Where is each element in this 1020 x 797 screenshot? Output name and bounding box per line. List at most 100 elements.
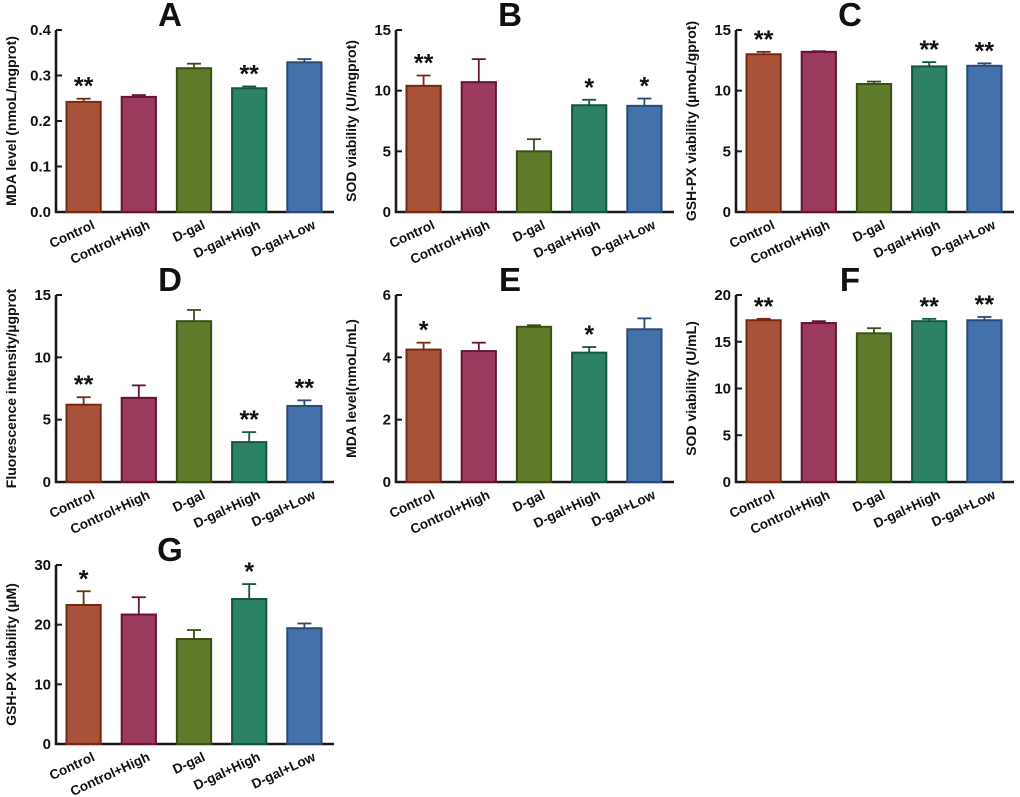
bar-Control [745, 53, 782, 214]
x-tick-label: D-gal [510, 487, 547, 515]
panel-A: A MDA level (nmoL/mgprot) 0.0 0.1 0.2 0.3 0.4 *… [0, 0, 340, 265]
bar-chart-A: A MDA level (nmoL/mgprot) 0.0 0.1 0.2 0.3 0.4 *… [3, 0, 334, 265]
y-tick-label: 0 [383, 474, 391, 491]
panel-B: B SOD viability (U/mgprot) 0 5 10 15 ** Control… [340, 0, 680, 265]
y-tick-label: 0 [43, 736, 51, 753]
y-tick-label: 0.4 [30, 22, 52, 39]
significance-marker: ** [239, 60, 259, 88]
bar-D-gal [855, 82, 893, 213]
y-tick-label: 15 [34, 287, 51, 304]
panel-letter: G [157, 535, 183, 568]
panel-letter: F [840, 265, 860, 298]
y-tick-label: 5 [43, 412, 51, 429]
y-axis-label: Fluorescence intensity/µgprot [3, 288, 19, 488]
bar-D-gal [515, 325, 553, 484]
y-tick-label: 20 [714, 287, 731, 304]
y-tick-label: 6 [383, 287, 391, 304]
bar-Control+High [120, 95, 157, 213]
y-tick-label: 10 [34, 676, 51, 693]
bar-D-gal+Low [286, 627, 323, 745]
x-tick-label: D-gal [170, 749, 207, 777]
bar-D-gal+High [571, 104, 608, 213]
significance-marker: ** [975, 37, 995, 65]
x-tick-label: D-gal [170, 487, 207, 515]
significance-marker: ** [74, 371, 94, 399]
y-tick-label: 0 [43, 474, 51, 491]
bar-Control [65, 403, 102, 483]
bar-D-gal+High [911, 65, 948, 214]
significance-marker: ** [975, 291, 995, 319]
bar-D-gal+Low [286, 404, 323, 484]
y-tick-label: 15 [374, 22, 391, 39]
y-axis-label: SOD viability (U/mgprot) [343, 40, 359, 202]
bar-Control+High [800, 322, 837, 483]
bar-Control [745, 319, 782, 484]
panel-C: C GSH-PX viability (µmoL/gprot) 0 5 10 15 ** Co… [680, 0, 1020, 265]
y-axis-label: MDA level (nmoL/mgprot) [3, 36, 19, 206]
y-axis-label: GSH-PX viability (µmoL/gprot) [683, 21, 699, 221]
panel-D: D Fluorescence intensity/µgprot 0 5 10 15 ** Co… [0, 265, 340, 535]
bar-D-gal+High [231, 441, 268, 484]
y-tick-label: 5 [383, 143, 391, 160]
significance-marker: * [244, 558, 254, 586]
y-axis-label: MDA level(nmoL/mL) [343, 319, 359, 458]
x-tick-label: D-gal+Low [589, 487, 658, 530]
x-tick-label: D-gal [510, 217, 547, 245]
bar-D-gal [855, 332, 893, 483]
panel-E: E MDA level(nmoL/mL) 0 2 4 6 * Control Control+H… [340, 265, 680, 535]
bar-D-gal+High [231, 598, 268, 746]
y-tick-label: 0 [723, 474, 731, 491]
significance-marker: * [419, 317, 429, 345]
bar-D-gal+Low [626, 104, 663, 213]
x-tick-label: D-gal [850, 217, 887, 245]
x-tick-label: D-gal+Low [249, 487, 318, 530]
x-tick-label: D-gal+Low [929, 217, 998, 260]
bar-D-gal [175, 320, 213, 484]
panel-letter: C [838, 0, 862, 33]
panel-letter: A [158, 0, 182, 33]
significance-marker: ** [414, 50, 434, 78]
bar-Control [405, 84, 442, 213]
bar-D-gal [175, 637, 213, 745]
y-tick-label: 15 [714, 334, 731, 351]
y-axis-label: GSH-PX viability (µM) [3, 583, 19, 726]
y-tick-label: 0.2 [30, 113, 51, 130]
bar-Control+High [120, 613, 157, 745]
y-tick-label: 20 [34, 617, 51, 634]
significance-marker: ** [239, 406, 259, 434]
x-tick-label: D-gal+Low [929, 487, 998, 530]
significance-marker: * [640, 73, 650, 101]
y-tick-label: 0.0 [30, 204, 51, 221]
y-axis-label: SOD viability (U/mL) [683, 321, 699, 456]
x-tick-label: D-gal+Low [589, 217, 658, 260]
significance-marker: * [584, 74, 594, 102]
y-tick-label: 0.1 [30, 159, 51, 176]
significance-marker: * [79, 565, 89, 593]
bar-D-gal+Low [966, 319, 1003, 484]
y-tick-label: 0 [723, 204, 731, 221]
panel-G: G GSH-PX viability (µM) 0 10 20 30 * Control Con… [0, 535, 340, 797]
bar-D-gal+High [911, 320, 948, 484]
x-tick-label: D-gal [850, 487, 887, 515]
significance-marker: ** [754, 26, 774, 54]
bar-Control+High [800, 50, 837, 214]
y-tick-label: 4 [383, 349, 392, 366]
significance-marker: * [584, 321, 594, 349]
significance-marker: ** [919, 36, 939, 64]
significance-marker: ** [295, 374, 315, 402]
bar-Control [65, 100, 102, 213]
y-tick-label: 10 [714, 381, 731, 398]
panel-F: F SOD viability (U/mL) 0 5 10 15 20 ** Control Co… [680, 265, 1020, 535]
bar-Control [65, 603, 102, 745]
bar-D-gal+Low [626, 328, 663, 483]
y-tick-label: 30 [34, 557, 51, 574]
y-tick-label: 15 [714, 22, 731, 39]
y-tick-label: 10 [714, 83, 731, 100]
y-tick-label: 10 [34, 349, 51, 366]
